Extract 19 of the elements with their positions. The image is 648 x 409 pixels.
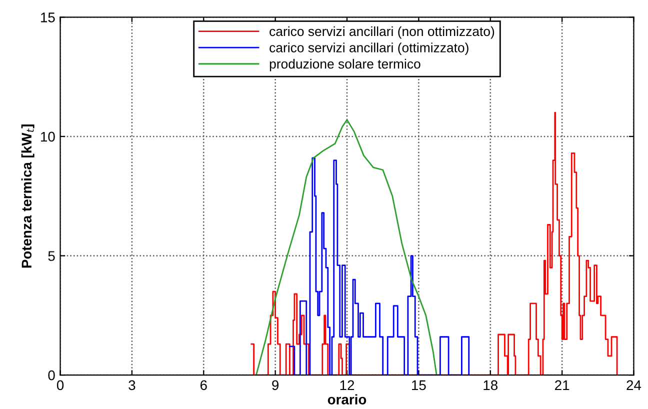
y-tick-label: 15 [41,12,55,22]
y-tick-label: 0 [48,370,55,380]
x-tick-label: 18 [484,380,498,390]
x-axis-title: orario [328,394,366,404]
x-tick-label: 0 [56,380,64,390]
x-tick-label: 21 [555,380,570,390]
line-series [256,119,438,376]
legend-label: produzione solare termico [270,58,420,72]
y-axis-title: Potenza termica [kW$_{t}$] [21,124,34,268]
x-tick-label: 12 [340,380,354,390]
legend-label: carico servizi ancillari (non ottimizzato) [270,26,494,39]
x-tick-label: 15 [412,380,426,390]
x-tick-label: 3 [128,380,136,390]
x-tick-label: 24 [626,380,642,390]
x-tick-label: 9 [272,380,279,390]
y-tick-label: 5 [48,251,55,261]
x-tick-label: 6 [200,380,207,390]
y-tick-label: 10 [41,132,55,142]
legend-label: carico servizi ancillari (ottimizzato) [270,42,468,55]
